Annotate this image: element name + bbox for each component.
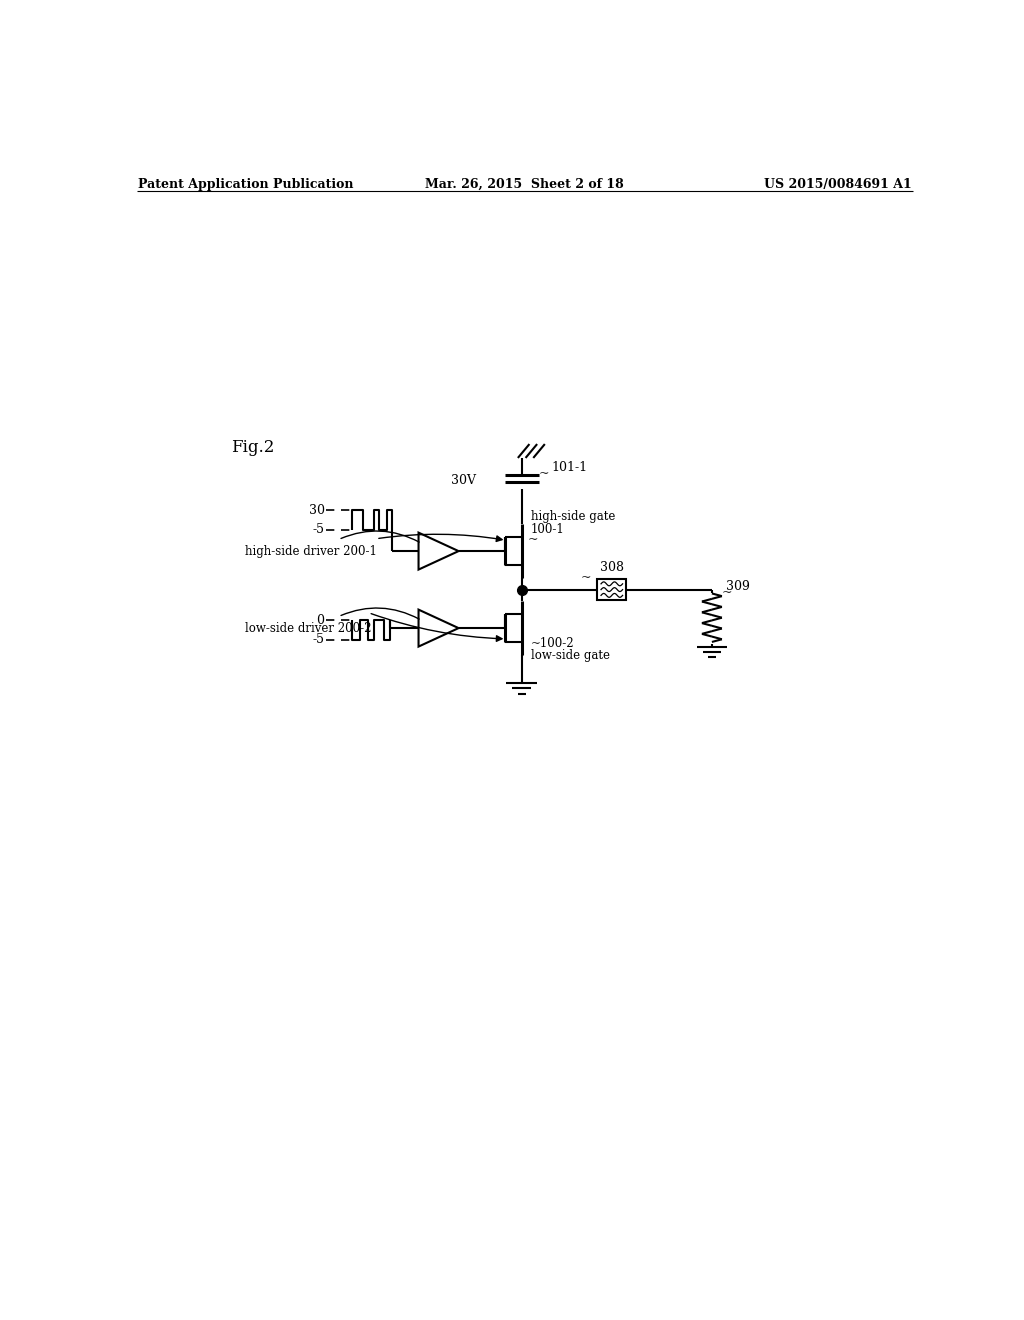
Text: ~: ~ <box>581 570 591 583</box>
Text: 30V: 30V <box>451 474 475 487</box>
Text: -5: -5 <box>312 523 325 536</box>
Text: ~: ~ <box>539 467 549 480</box>
Text: 309: 309 <box>726 579 750 593</box>
Text: 101-1: 101-1 <box>551 461 587 474</box>
Text: high-side gate: high-side gate <box>531 510 615 523</box>
Text: high-side driver 200-1: high-side driver 200-1 <box>245 545 377 557</box>
Text: 100-1: 100-1 <box>531 523 564 536</box>
Text: ~: ~ <box>721 586 732 599</box>
Text: Fig.2: Fig.2 <box>230 440 274 457</box>
Text: ~: ~ <box>528 533 539 546</box>
Text: 0: 0 <box>316 614 325 627</box>
Text: Mar. 26, 2015  Sheet 2 of 18: Mar. 26, 2015 Sheet 2 of 18 <box>425 178 625 190</box>
Text: low-side gate: low-side gate <box>531 649 610 663</box>
Text: low-side driver 200-2: low-side driver 200-2 <box>245 622 371 635</box>
Text: ~100-2: ~100-2 <box>531 638 574 649</box>
Text: 30: 30 <box>308 504 325 517</box>
Text: 308: 308 <box>600 561 624 574</box>
Text: -5: -5 <box>312 634 325 647</box>
Bar <box>597 578 627 601</box>
Text: Patent Application Publication: Patent Application Publication <box>138 178 353 190</box>
Text: US 2015/0084691 A1: US 2015/0084691 A1 <box>764 178 911 190</box>
